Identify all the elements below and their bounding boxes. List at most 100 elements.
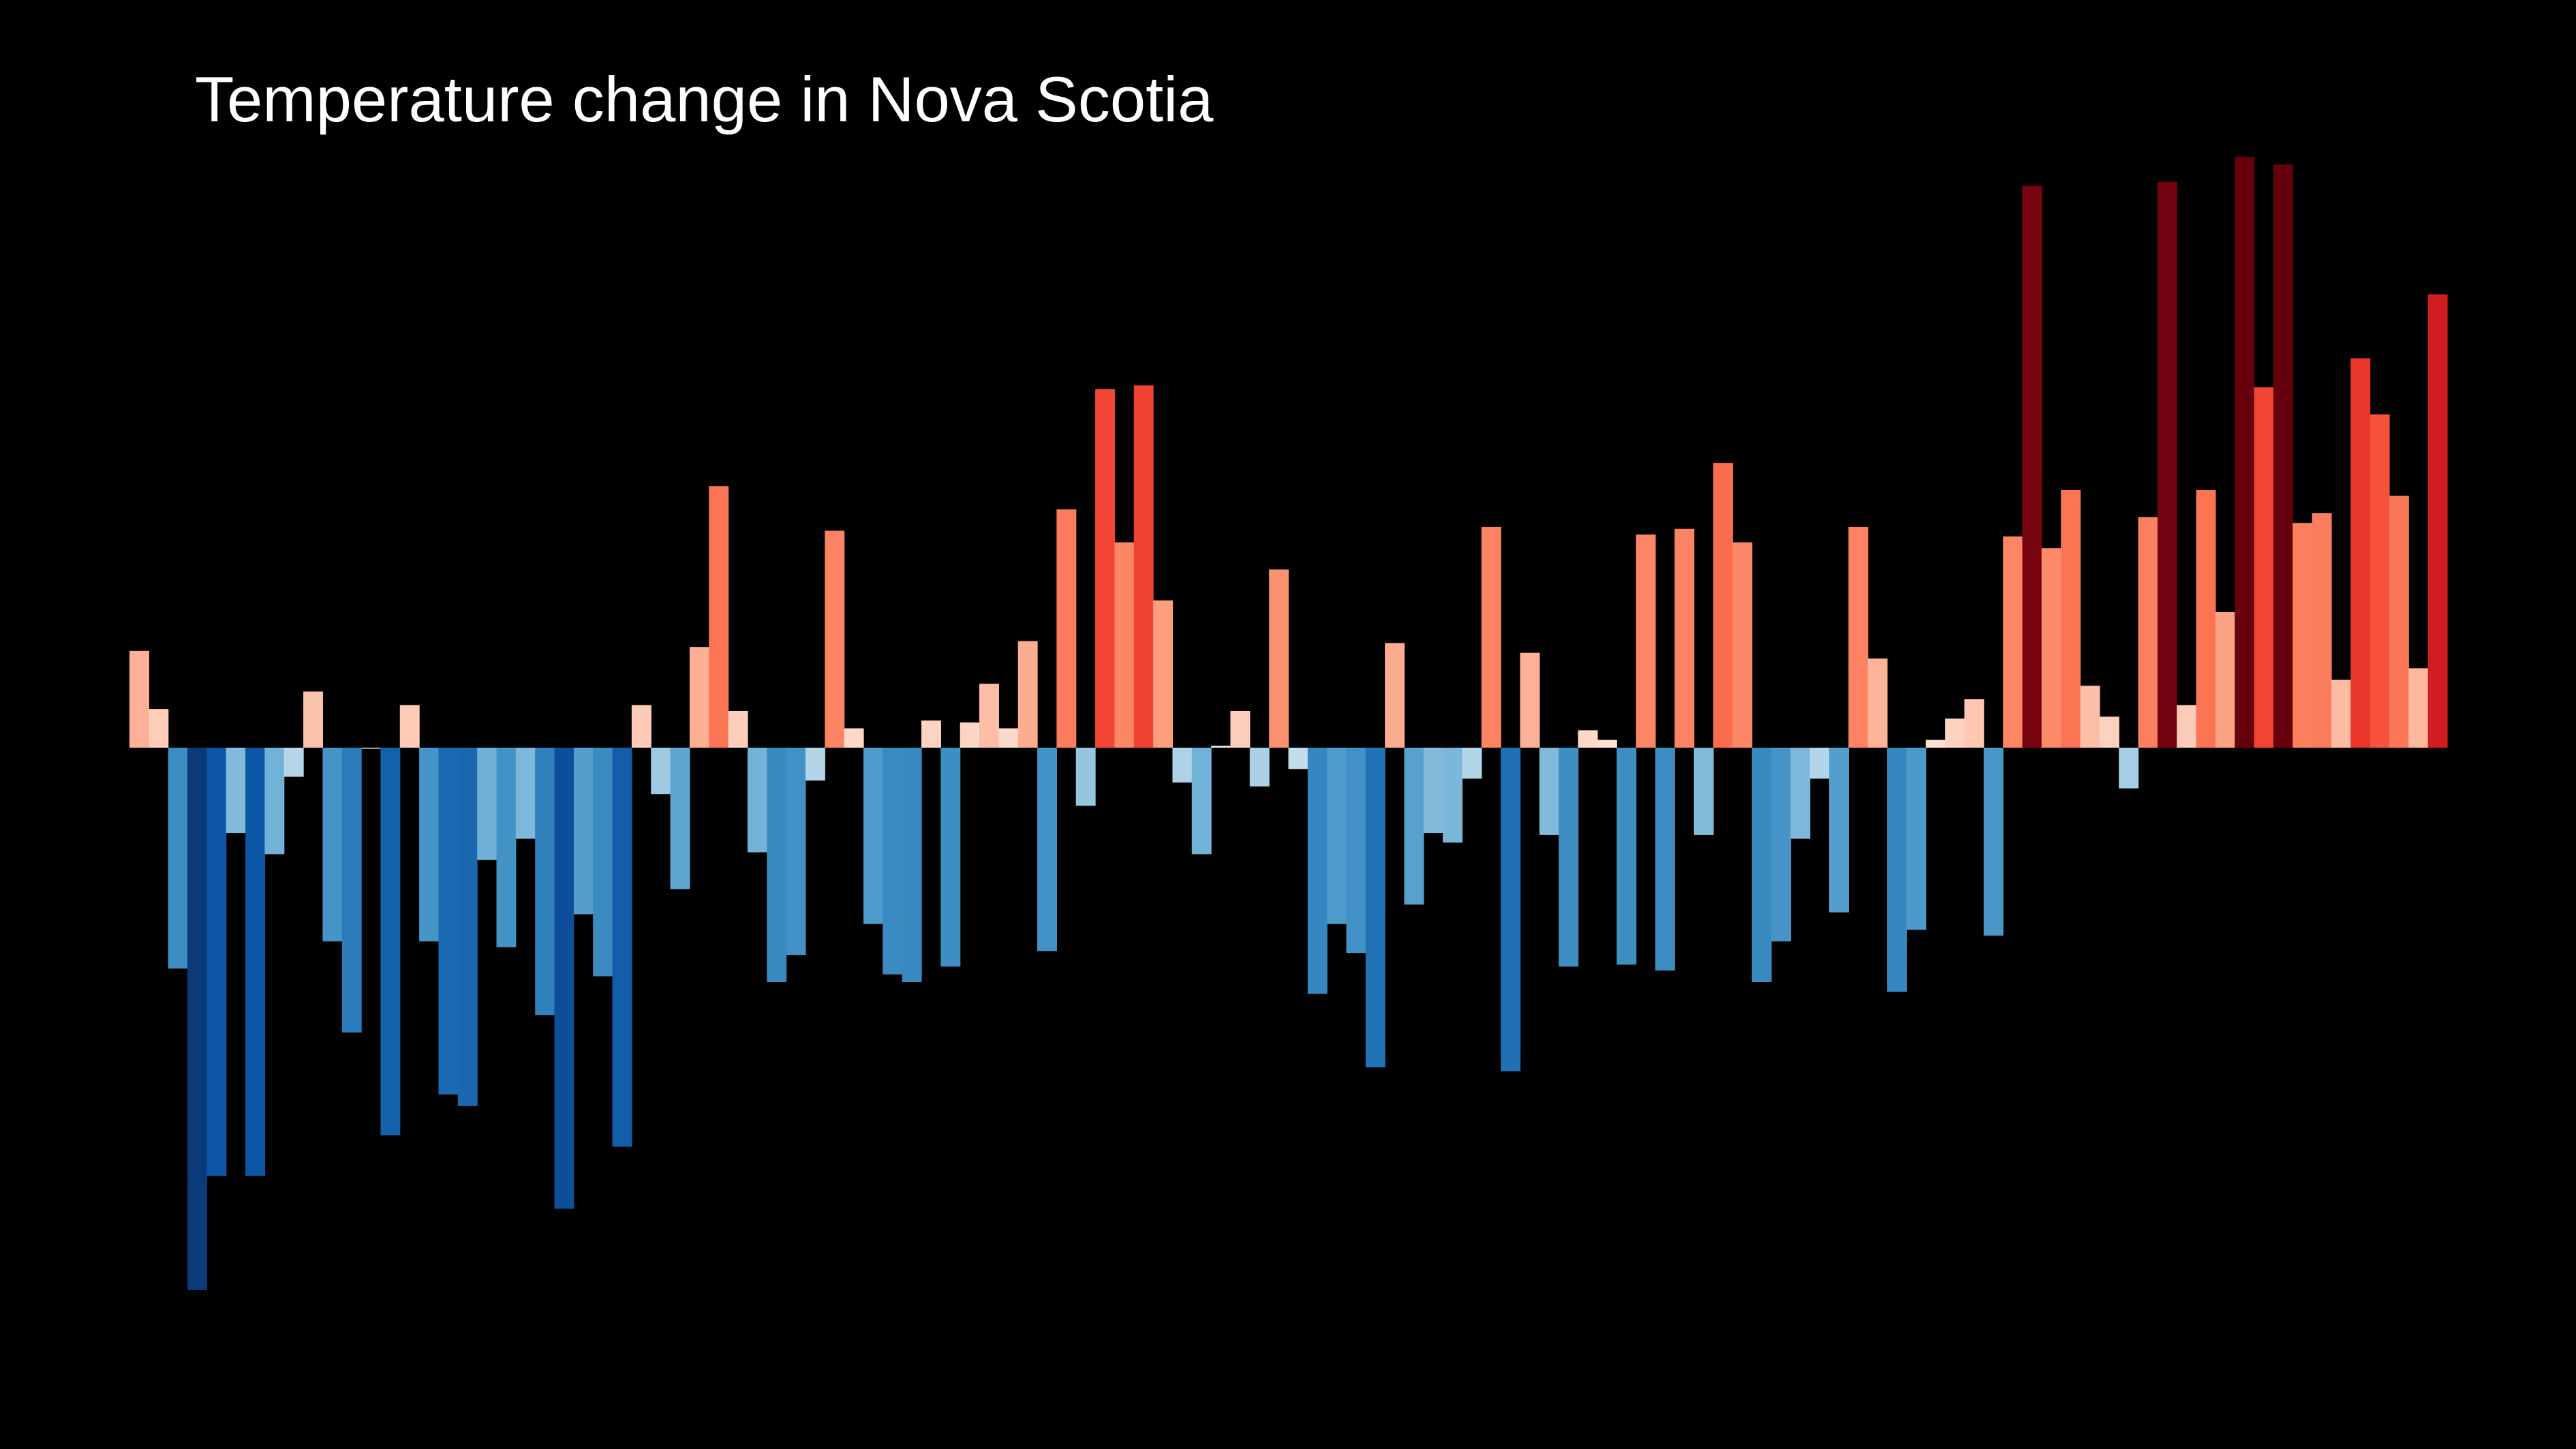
bar (1829, 748, 1850, 913)
bar (2003, 536, 2023, 748)
bar (825, 530, 845, 748)
bar (1848, 526, 1869, 748)
bar (1713, 463, 1733, 748)
bar (1481, 526, 1501, 748)
bar (1559, 748, 1579, 967)
bar (477, 748, 497, 860)
bar (1114, 542, 1135, 748)
bar (709, 486, 729, 748)
bar (573, 748, 594, 915)
bar (612, 748, 632, 1147)
bar (149, 709, 169, 748)
bar (2177, 705, 2197, 748)
bar (206, 748, 227, 1176)
bar (1288, 748, 1308, 769)
bar (322, 748, 343, 942)
bar (2427, 294, 2448, 748)
bar (1404, 748, 1424, 905)
bar (2215, 612, 2235, 748)
bar (496, 748, 517, 947)
bar (1075, 748, 1096, 806)
bar (1906, 748, 1927, 930)
bar (863, 748, 883, 924)
bar (1809, 748, 1830, 779)
bar (1153, 600, 1174, 748)
bar (940, 748, 961, 967)
bar (2157, 181, 2177, 748)
bar (341, 748, 362, 1033)
bar (2041, 548, 2061, 748)
bar (457, 748, 478, 1106)
bar (670, 748, 690, 889)
bar (2389, 495, 2409, 748)
bar (1230, 710, 1251, 748)
bar (129, 650, 149, 748)
bar (1790, 748, 1811, 839)
bar (902, 748, 922, 982)
bar (187, 748, 207, 1290)
bar (2254, 387, 2274, 748)
bar (1462, 748, 1482, 779)
bar (1616, 748, 1637, 965)
bar (1887, 748, 1907, 992)
bar (2408, 668, 2429, 748)
bar (1520, 652, 1540, 748)
bar (1095, 389, 1116, 748)
bar (554, 748, 574, 1209)
bar (361, 748, 382, 749)
bar (593, 748, 613, 977)
bar (883, 748, 903, 975)
bar (1211, 746, 1231, 748)
bar (1133, 385, 1154, 748)
bar (728, 710, 748, 748)
bar (245, 748, 265, 1176)
bar (1365, 748, 1385, 1068)
bar (1578, 730, 1598, 748)
bar (2119, 748, 2139, 789)
bar (515, 748, 536, 839)
bar (689, 647, 709, 748)
bar (2331, 680, 2351, 748)
bar (1751, 748, 1772, 982)
bar (1925, 739, 1946, 748)
bar (1443, 748, 1463, 843)
bar (303, 691, 324, 748)
bar (2022, 185, 2042, 748)
bar (1693, 748, 1714, 835)
bar (1327, 748, 1347, 924)
bar (805, 748, 825, 781)
bar (438, 748, 459, 1095)
bar (1191, 748, 1212, 855)
bar (1037, 748, 1057, 951)
bar (1269, 569, 1289, 748)
bar (1346, 748, 1366, 954)
bar (380, 748, 401, 1135)
bar (2350, 358, 2371, 748)
bar (168, 748, 188, 969)
bar (2061, 489, 2081, 748)
bar (1056, 509, 1077, 748)
bar (2138, 517, 2158, 748)
bar (1307, 748, 1328, 994)
bar (1771, 748, 1791, 942)
chart-title: Temperature change in Nova Scotia (195, 63, 1214, 135)
bar (1674, 528, 1695, 748)
bar (631, 705, 651, 748)
bar (1945, 718, 1965, 748)
bar (1501, 748, 1521, 1071)
bar (1964, 699, 1984, 748)
bar (1172, 748, 1193, 783)
bar (2370, 414, 2390, 748)
bar (1249, 748, 1270, 787)
bar (1423, 748, 1443, 834)
bar (1655, 748, 1675, 971)
bar (2273, 164, 2293, 748)
bar (226, 748, 246, 834)
bar (1636, 534, 1656, 748)
bar (283, 748, 304, 777)
bar (1732, 542, 1753, 748)
bar (419, 748, 440, 942)
bar (2235, 157, 2255, 748)
